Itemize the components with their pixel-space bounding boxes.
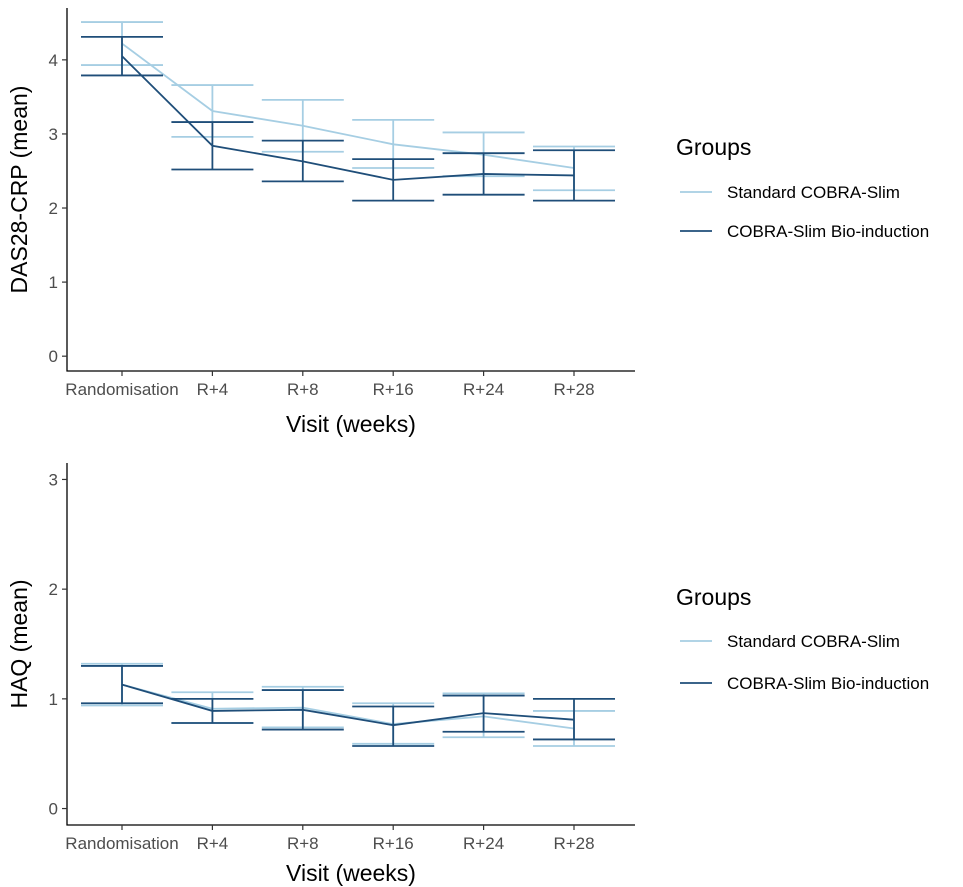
haq-legend-label: COBRA-Slim Bio-induction: [727, 674, 929, 693]
das28-legend-label: COBRA-Slim Bio-induction: [727, 222, 929, 241]
das28-legend-label: Standard COBRA-Slim: [727, 183, 900, 202]
haq-x-tick-label: R+16: [373, 834, 414, 853]
das28-y-tick-label: 1: [49, 273, 58, 292]
haq-chart-panel: 0 1 2 3 Randomisation R+4 R+8 R+16 R+24 R+28 Visit…: [0, 443, 963, 887]
das28-x-tick-label: R+28: [553, 380, 594, 399]
haq-legend: Groups Standard COBRA-Slim COBRA-Slim Bio-…: [676, 584, 929, 693]
haq-series-1: [81, 662, 615, 747]
das28-y-tick-label: 2: [49, 199, 58, 218]
das28-x-tick-label: Randomisation: [65, 380, 178, 399]
haq-x-tick-label: R+8: [287, 834, 319, 853]
das28-legend: Groups Standard COBRA-Slim COBRA-Slim Bio-…: [676, 134, 929, 241]
das28-y-axis-title: DAS28-CRP (mean): [6, 86, 32, 294]
das28-chart: 0 1 2 3 4 Randomisation R+4 R+8 R+16 R+24 R+28 Visi…: [6, 8, 929, 437]
das28-x-axis-title: Visit (weeks): [286, 411, 416, 437]
haq-chart: 0 1 2 3 Randomisation R+4 R+8 R+16 R+24 R+28 Visit…: [6, 463, 929, 886]
haq-x-tick-label: R+28: [553, 834, 594, 853]
haq-y-axis-title: HAQ (mean): [6, 579, 32, 708]
das28-series-2: [81, 35, 615, 202]
das28-y-tick-label: 0: [49, 347, 58, 366]
das28-legend-title: Groups: [676, 134, 751, 160]
das28-y-tick-label: 3: [49, 125, 58, 144]
das28-x-tick-label: R+16: [373, 380, 414, 399]
das28-y-tick-label: 4: [49, 51, 58, 70]
haq-x-tick-label: R+24: [463, 834, 504, 853]
haq-x-axis-title: Visit (weeks): [286, 860, 416, 886]
haq-y-tick-label: 2: [49, 580, 58, 599]
haq-legend-title: Groups: [676, 584, 751, 610]
haq-y-tick-label: 3: [49, 470, 58, 489]
das28-x-tick-label: R+8: [287, 380, 319, 399]
das28-x-tick-label: R+24: [463, 380, 504, 399]
das28-chart-panel: 0 1 2 3 4 Randomisation R+4 R+8 R+16 R+24 R+28 Visi…: [0, 0, 963, 443]
haq-series-2: [81, 665, 615, 747]
das28-x-tick-label: R+4: [197, 380, 229, 399]
haq-series-line: [121, 683, 575, 727]
haq-x-tick-label: Randomisation: [65, 834, 178, 853]
haq-series-line: [121, 683, 575, 730]
das28-series-line: [121, 55, 575, 181]
haq-legend-label: Standard COBRA-Slim: [727, 632, 900, 651]
das28-series-1: [81, 21, 615, 192]
haq-x-tick-label: R+4: [197, 834, 229, 853]
haq-y-tick-label: 0: [49, 800, 58, 819]
haq-y-tick-label: 1: [49, 690, 58, 709]
das28-series-line: [121, 42, 575, 169]
